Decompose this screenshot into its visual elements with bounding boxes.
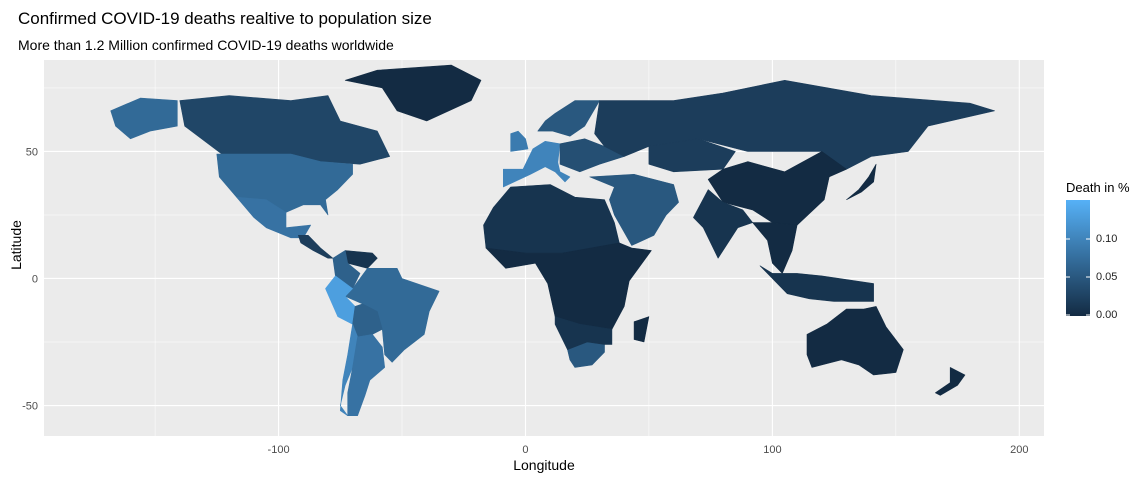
region-indonesia (759, 265, 874, 302)
x-tick-label: 0 (522, 444, 528, 456)
region-peru (325, 275, 356, 325)
x-tick-label: -100 (268, 444, 290, 456)
region-europe-west (502, 141, 561, 188)
region-central-america (297, 235, 334, 259)
x-tick-label: 200 (1010, 444, 1028, 456)
chart-subtitle: More than 1.2 Million confirmed COVID-19… (18, 37, 394, 53)
country-regions (110, 64, 995, 417)
region-italy (542, 161, 571, 183)
region-southern-africa (554, 316, 613, 350)
legend-ticks (1066, 238, 1090, 316)
y-tick-label: 0 (32, 273, 38, 285)
region-russia (594, 80, 995, 170)
y-tick-label: 50 (26, 146, 38, 158)
region-japan (846, 163, 877, 200)
legend-colorbar (1066, 200, 1090, 316)
region-china (707, 151, 847, 226)
region-mexico (236, 196, 312, 239)
chart-title: Confirmed COVID-19 deaths realtive to po… (18, 9, 432, 28)
x-axis-label: Longitude (513, 457, 575, 473)
region-greenland (344, 64, 482, 122)
x-tick-label: 100 (763, 444, 781, 456)
legend-label: 0.05 (1096, 271, 1118, 283)
region-southeast-asia (752, 222, 798, 274)
region-eastern-europe (559, 138, 625, 173)
region-madagascar (633, 316, 650, 343)
legend-label: 0.00 (1096, 309, 1118, 321)
legend-title: Death in % (1066, 180, 1130, 195)
y-tick-label: -50 (22, 401, 38, 413)
region-argentina (347, 334, 386, 417)
region-central-africa (485, 242, 652, 330)
region-alaska (110, 97, 178, 140)
region-new-zealand (935, 367, 966, 396)
region-australia (806, 306, 904, 376)
x-axis-ticks: -100 0 100 200 (268, 444, 1029, 456)
y-axis-ticks: 50 0 -50 (22, 146, 38, 412)
region-united-kingdom (510, 130, 529, 152)
region-middle-east (589, 174, 679, 246)
legend-label: 0.10 (1096, 233, 1118, 245)
